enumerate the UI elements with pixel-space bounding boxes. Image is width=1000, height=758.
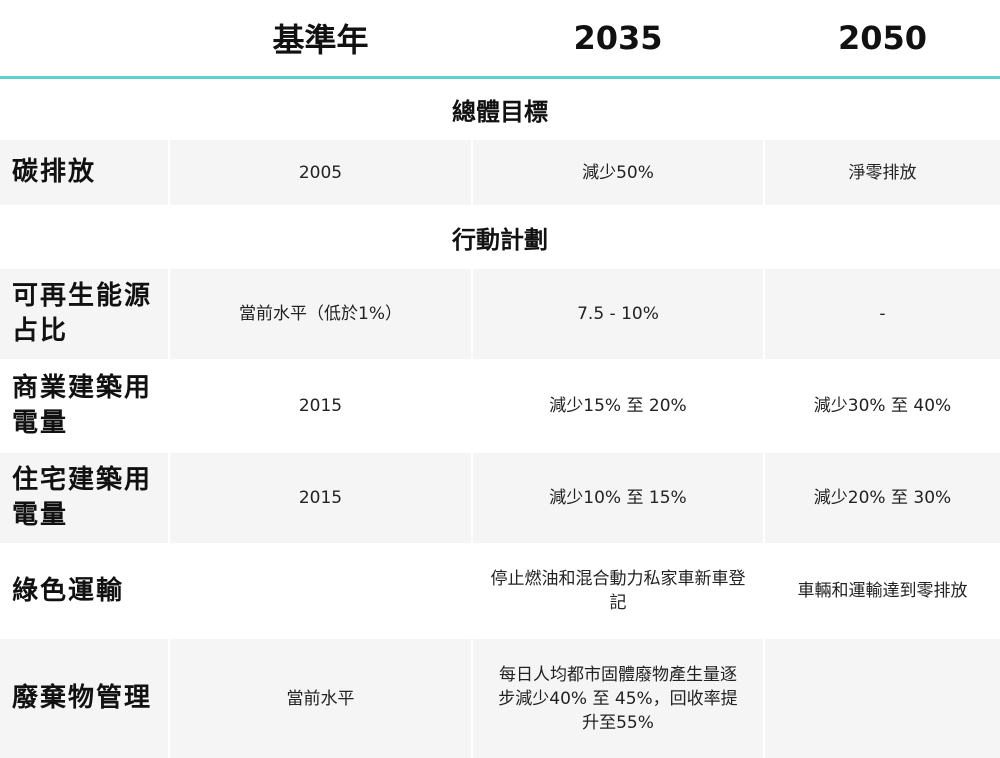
header-2035: 2035 <box>573 19 663 57</box>
cell-2035: 停止燃油和混合動力私家車新車登記 <box>473 545 763 637</box>
cell-base: 2015 <box>170 453 471 543</box>
table-row-commercial: 商業建築用電量 2015 減少15% 至 20% 減少30% 至 40% <box>0 361 1000 451</box>
cell-2035: 7.5 - 10% <box>473 269 763 359</box>
table-row-renewable: 可再生能源占比 當前水平（低於1%） 7.5 - 10% - <box>0 269 1000 359</box>
row-label: 廢棄物管理 <box>0 639 168 758</box>
cell-2050: - <box>765 269 1000 359</box>
row-label: 碳排放 <box>0 140 168 205</box>
cell-2050: 車輛和運輸達到零排放 <box>765 545 1000 637</box>
header-2050: 2050 <box>837 19 928 57</box>
table-row-waste: 廢棄物管理 當前水平 每日人均都市固體廢物產生量逐步減少40% 至 45%，回收… <box>0 639 1000 758</box>
header-base-year: 基準年 <box>272 21 369 59</box>
row-label: 商業建築用電量 <box>0 361 168 451</box>
table-row-carbon: 碳排放 2005 減少50% 淨零排放 <box>0 140 1000 205</box>
table-row-residential: 住宅建築用電量 2015 減少10% 至 15% 減少20% 至 30% <box>0 453 1000 543</box>
cell-2035: 每日人均都市固體廢物產生量逐步減少40% 至 45%，回收率提升至55% <box>473 639 763 758</box>
section-action-plan: 行動計劃 <box>0 205 1000 269</box>
row-label: 住宅建築用電量 <box>0 453 168 543</box>
table-header: 基準年 2035 2050 <box>0 0 1000 79</box>
table-row-green-transport: 綠色運輸 停止燃油和混合動力私家車新車登記 車輛和運輸達到零排放 <box>0 545 1000 637</box>
section-overall-goals: 總體目標 <box>0 79 1000 140</box>
cell-2050: 淨零排放 <box>765 140 1000 205</box>
cell-base: 2005 <box>170 140 471 205</box>
cell-2050 <box>765 639 1000 758</box>
row-label: 綠色運輸 <box>0 545 168 637</box>
cell-2035: 減少10% 至 15% <box>473 453 763 543</box>
cell-2035: 減少15% 至 20% <box>473 361 763 451</box>
cell-2035: 減少50% <box>473 140 763 205</box>
header-empty-cell <box>0 0 168 76</box>
cell-2050: 減少20% 至 30% <box>765 453 1000 543</box>
cell-2050: 減少30% 至 40% <box>765 361 1000 451</box>
cell-base: 2015 <box>170 361 471 451</box>
cell-base <box>170 545 471 637</box>
row-label: 可再生能源占比 <box>0 269 168 359</box>
cell-base: 當前水平 <box>170 639 471 758</box>
cell-base: 當前水平（低於1%） <box>170 269 471 359</box>
